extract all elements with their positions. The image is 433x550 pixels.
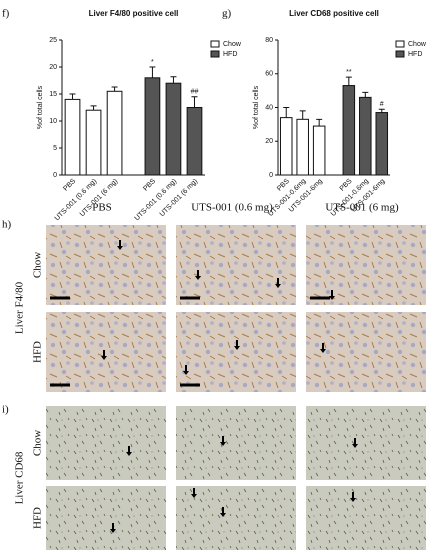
legend-label: HFD	[408, 51, 422, 58]
arrows	[101, 240, 358, 533]
micrograph	[176, 486, 296, 550]
y-tick-label: 0	[269, 172, 273, 179]
charts: f) Liver F4/80 positive cell %of total cel…	[2, 8, 427, 223]
bar	[279, 117, 293, 176]
error-bar	[316, 118, 323, 127]
micrograph	[46, 312, 166, 392]
panel-label: g)	[222, 8, 232, 20]
panel-label: h)	[2, 219, 12, 231]
micrograph	[306, 406, 426, 480]
error-bar	[345, 76, 352, 86]
error-bar	[69, 93, 76, 100]
micrograph	[176, 312, 296, 392]
micrograph-grid	[46, 225, 426, 550]
bar	[296, 118, 309, 176]
bar	[186, 107, 203, 176]
y-tick-label: 20	[49, 64, 57, 71]
error-bar	[170, 76, 177, 84]
y-tick-label: 0	[53, 172, 57, 179]
row-label: Chow	[32, 252, 44, 278]
bar	[165, 82, 182, 176]
row-label: HFD	[32, 507, 44, 529]
error-bar	[299, 110, 306, 120]
annotation: *	[151, 59, 154, 66]
error-bar	[90, 105, 97, 111]
error-bar	[362, 91, 369, 98]
chart-title: Liver F4/80 positive cell	[89, 9, 179, 18]
error-bar	[111, 86, 118, 92]
y-tick-label: 10	[49, 118, 57, 125]
y-tick-label: 40	[265, 104, 273, 111]
row-label: Chow	[32, 430, 44, 456]
micrograph	[306, 225, 426, 305]
bar	[375, 112, 389, 176]
stain-label: Liver F4/80	[14, 281, 26, 334]
bar	[85, 109, 102, 176]
panel-label: f)	[2, 8, 10, 20]
y-axis-label: %of total cells	[37, 85, 44, 129]
y-axis-label: %of total cells	[253, 85, 260, 129]
legend-swatch	[395, 50, 405, 58]
y-tick-label: 5	[53, 145, 57, 152]
bar	[312, 125, 326, 176]
row-label: HFD	[32, 341, 44, 363]
bar	[106, 90, 123, 176]
x-tick-label: PBS	[62, 178, 77, 193]
column-header: UTS-001 (6 mg)	[325, 202, 399, 214]
stain-label: Liver CD68	[14, 451, 26, 504]
legend-label: Chow	[223, 41, 242, 48]
error-bar	[283, 107, 290, 118]
x-tick-label: PBS	[142, 178, 157, 193]
legend-swatch	[210, 40, 220, 48]
chart-title: Liver CD68 positive cell	[289, 9, 379, 18]
column-header: PBS	[92, 202, 112, 214]
y-tick-label: 60	[265, 71, 273, 78]
y-tick-label: 15	[49, 91, 57, 98]
micrograph	[46, 486, 166, 550]
error-bar	[191, 96, 198, 108]
micrograph	[46, 406, 166, 480]
bar	[64, 98, 81, 176]
micrograph	[306, 486, 426, 550]
column-header: UTS-001 (0.6 mg)	[191, 202, 273, 214]
scale-bars	[50, 296, 330, 387]
legend-swatch	[210, 50, 220, 58]
micrograph	[306, 312, 426, 392]
legend-label: HFD	[223, 51, 237, 58]
legend-label: Chow	[408, 41, 427, 48]
y-tick-label: 20	[265, 138, 273, 145]
error-bar	[378, 108, 385, 113]
micrograph	[176, 225, 296, 305]
annotation: #	[380, 101, 384, 108]
y-tick-label: 25	[49, 37, 57, 44]
bar	[359, 96, 372, 176]
y-tick-label: 80	[265, 37, 273, 44]
micrograph	[46, 225, 166, 305]
bar	[144, 77, 161, 176]
panel-label: i)	[2, 404, 9, 416]
legend-swatch	[395, 40, 405, 48]
annotation: ##	[191, 89, 199, 96]
micrograph	[176, 406, 296, 480]
bar	[342, 85, 356, 176]
annotation: **	[346, 69, 352, 76]
error-bar	[149, 66, 156, 78]
